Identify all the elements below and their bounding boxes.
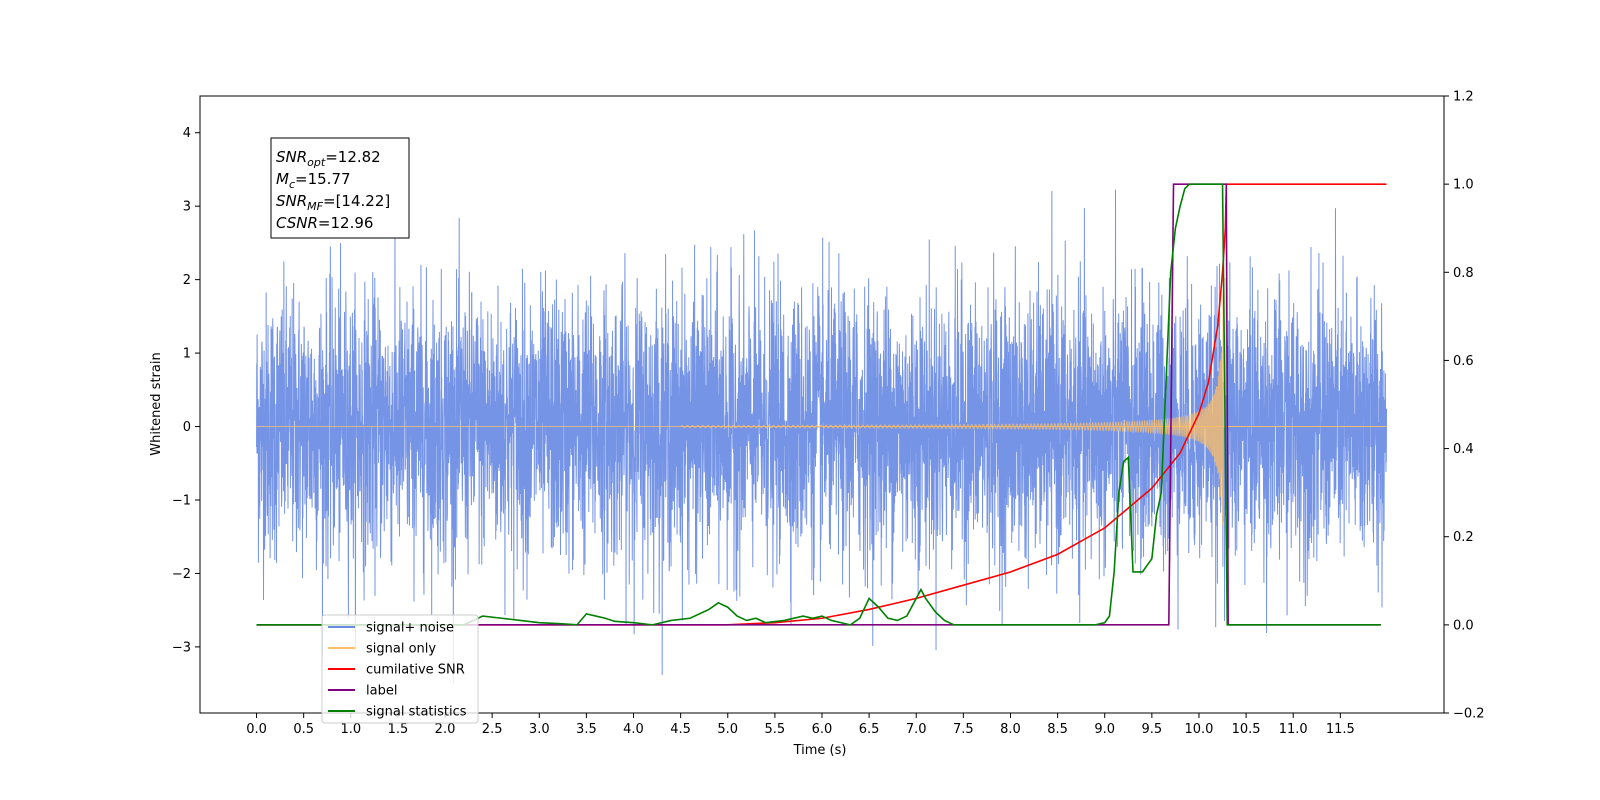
- y-right-tick-label: 0.6: [1453, 354, 1474, 369]
- x-axis: 0.0 0.5 1.0 1.5 2.0 2.5 3.0 3.5 4.0 4.5 5.0 5.5 6.0 6…: [246, 713, 1355, 737]
- y-left-tick-label: 2: [183, 273, 191, 288]
- legend: signal+ noise signal only cumilative SNR la…: [321, 614, 479, 724]
- x-tick-label: 2.0: [435, 722, 456, 737]
- y-right-tick-label: 1.0: [1453, 178, 1474, 193]
- x-axis-label: Time (s): [793, 743, 847, 758]
- legend-label: label: [366, 684, 397, 699]
- y-left-tick-label: 3: [183, 200, 191, 215]
- x-tick-label: 10.5: [1232, 722, 1261, 737]
- y-left-tick-label: −1: [172, 493, 191, 508]
- x-tick-label: 9.0: [1094, 722, 1115, 737]
- series-cumilative-snr: [256, 183, 1387, 626]
- x-tick-label: 6.0: [812, 722, 833, 737]
- series-signal-only: [680, 278, 1387, 566]
- x-tick-label: 1.0: [340, 722, 361, 737]
- x-tick-label: 5.0: [717, 722, 738, 737]
- x-tick-label: 6.5: [859, 722, 880, 737]
- metrics-annotation-box: SNRopt=12.82Mc=15.77SNRMF=[14.22]CSNR=12…: [270, 137, 410, 239]
- y-right-tick-label: 0.8: [1453, 266, 1474, 281]
- annotation-line: SNRopt=12.82: [276, 148, 381, 169]
- x-tick-label: 0.5: [293, 722, 314, 737]
- y-right-tick-label: 0.4: [1453, 442, 1474, 457]
- annotation-line: Mc=15.77: [276, 170, 351, 191]
- y-right-tick-label: −0.2: [1453, 707, 1485, 722]
- y-left-tick-label: −2: [172, 567, 191, 582]
- y-axis-left: −3 −2 −1 0 1 2 3 4: [172, 126, 200, 655]
- annotation-frame: [270, 137, 410, 239]
- legend-frame: [321, 614, 479, 724]
- y-axis-right: −0.2 0.0 0.2 0.4 0.6 0.8 1.0 1.2: [1444, 90, 1485, 722]
- x-tick-label: 0.0: [246, 722, 267, 737]
- legend-label: cumilative SNR: [366, 663, 465, 678]
- legend-label: signal+ noise: [366, 621, 454, 636]
- x-tick-label: 8.5: [1047, 722, 1068, 737]
- plot-series: [256, 183, 1388, 684]
- x-tick-label: 2.5: [482, 722, 503, 737]
- y-left-tick-label: 4: [183, 126, 191, 141]
- x-tick-label: 10.0: [1184, 722, 1213, 737]
- x-tick-label: 5.5: [765, 722, 786, 737]
- legend-label: signal statistics: [366, 705, 467, 720]
- y-right-tick-label: 0.0: [1453, 618, 1474, 633]
- x-tick-label: 3.5: [576, 722, 597, 737]
- x-tick-label: 11.0: [1279, 722, 1308, 737]
- annotation-line: SNRMF=[14.22]: [276, 192, 390, 213]
- x-tick-label: 1.5: [388, 722, 409, 737]
- series-signal-statistics: [256, 183, 1381, 626]
- x-tick-label: 7.5: [953, 722, 974, 737]
- y-right-tick-label: 0.2: [1453, 530, 1474, 545]
- x-tick-label: 4.5: [670, 722, 691, 737]
- series-signal-plus-noise: [256, 189, 1388, 684]
- y-right-tick-label: 1.2: [1453, 90, 1474, 105]
- x-tick-label: 9.5: [1142, 722, 1163, 737]
- x-tick-label: 11.5: [1326, 722, 1355, 737]
- y-left-tick-label: 0: [183, 420, 191, 435]
- y-axis-label: Whitened strain: [149, 352, 164, 455]
- y-left-tick-label: −3: [172, 640, 191, 655]
- x-tick-label: 3.0: [529, 722, 550, 737]
- x-tick-label: 4.0: [623, 722, 644, 737]
- y-left-tick-label: 1: [183, 347, 191, 362]
- x-tick-label: 8.0: [1000, 722, 1021, 737]
- annotation-line: CSNR=12.96: [276, 214, 373, 232]
- legend-label: signal only: [366, 642, 436, 657]
- x-tick-label: 7.0: [906, 722, 927, 737]
